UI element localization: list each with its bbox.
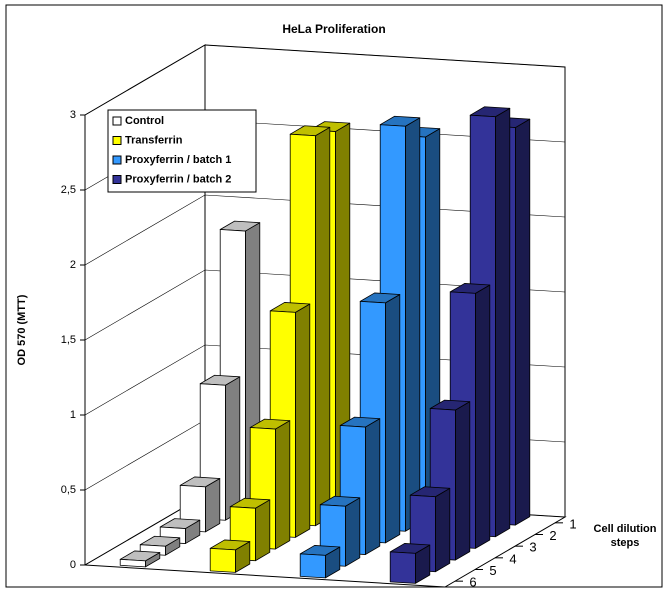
- bar-front: [389, 551, 416, 584]
- z-axis-title: Cell dilution steps: [593, 523, 657, 549]
- bar: [159, 518, 201, 544]
- legend-swatch: [112, 116, 122, 126]
- bar: [339, 416, 381, 555]
- bar-side: [384, 294, 401, 544]
- y-tick-label: 3: [70, 109, 76, 121]
- y-tick-label: 0,5: [61, 484, 76, 496]
- bar-side: [274, 420, 291, 550]
- legend-box: [107, 109, 257, 193]
- bar-side: [454, 401, 471, 561]
- legend-label: Control: [125, 115, 164, 127]
- bar-side: [224, 376, 241, 521]
- z-tick-label: 5: [489, 563, 496, 578]
- y-axis-title: OD 570 (MTT): [16, 294, 28, 365]
- legend-label: Proxyferrin / batch 1: [125, 154, 231, 166]
- bar-front: [299, 553, 326, 579]
- bar: [389, 543, 431, 584]
- bar-side: [344, 497, 361, 567]
- z-tick-label: 1: [569, 516, 576, 531]
- bar-front: [119, 558, 146, 568]
- y-tick-label: 1: [70, 409, 76, 421]
- z-tick-label: 4: [509, 551, 516, 566]
- z-tick-label: 2: [549, 528, 556, 543]
- legend-swatch: [112, 136, 122, 145]
- legend-swatch: [112, 175, 122, 184]
- legend-swatch: [112, 155, 122, 165]
- bar-side: [314, 126, 331, 527]
- chart-title: HeLa Proliferation: [282, 22, 385, 36]
- y-tick-label: 2: [70, 259, 76, 271]
- y-tick-label: 2,5: [61, 184, 76, 196]
- y-tick-label: 1,5: [61, 334, 76, 346]
- grid-line: [84, 44, 566, 116]
- bar-front: [209, 547, 236, 573]
- bar: [209, 539, 251, 573]
- grid-line: [84, 194, 566, 266]
- bar-side: [294, 303, 311, 538]
- y-tick-label: 0: [70, 559, 76, 571]
- legend-label: Proxyferrin / batch 2: [125, 173, 231, 185]
- grid-line: [84, 344, 566, 416]
- bar-side: [404, 117, 421, 532]
- z-tick-label: 3: [529, 540, 536, 555]
- bar-side: [494, 107, 511, 538]
- bar-side: [204, 478, 221, 533]
- bar-side: [515, 118, 531, 526]
- bar-side: [474, 284, 491, 549]
- bar: [299, 545, 341, 579]
- bar: [119, 550, 161, 568]
- grid-line: [84, 269, 566, 341]
- legend-label: Transferrin: [125, 134, 183, 146]
- bar-side: [254, 499, 271, 562]
- bar-side: [434, 487, 451, 573]
- z-tick-label: 6: [469, 575, 476, 590]
- bar-side: [364, 418, 381, 555]
